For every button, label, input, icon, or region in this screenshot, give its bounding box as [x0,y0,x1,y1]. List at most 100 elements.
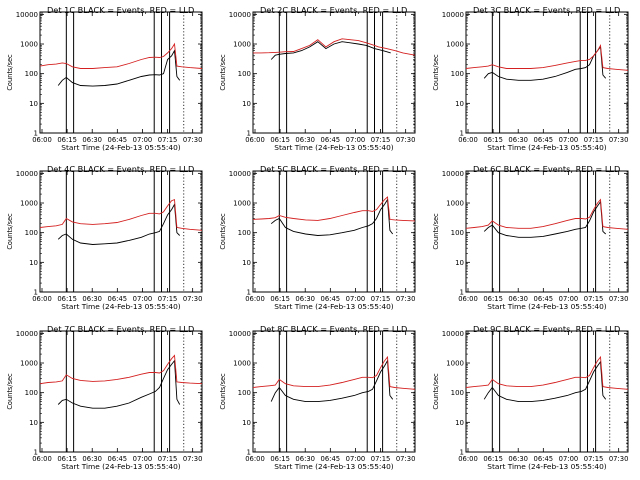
x-tick-label: 07:00 [346,295,366,303]
y-tick-label: 100 [25,229,38,237]
y-tick-label: 10000 [16,11,38,19]
plot-frame [252,330,416,453]
y-axis-label: Counts/sec [219,373,227,410]
x-tick-label: 07:30 [609,295,629,303]
x-tick-label: 06:30 [508,136,528,144]
panel-title: Det 5C BLACK = Events, RED = LLD [260,164,407,174]
y-tick-label: 1000 [20,200,38,208]
series-line-events [483,200,607,238]
x-axis-label: Start Time (24-Feb-13 05:55:40) [487,462,606,471]
y-tick-label: 100 [238,229,251,237]
panel-7: Det 7C BLACK = Events, RED = LLD 1 10 100 10… [6,324,203,471]
plot-frame [252,11,416,134]
series-line-lld [253,38,416,56]
y-tick-label: 1 [34,449,38,457]
y-tick-label: 1 [34,289,38,297]
series-line-lld [252,355,416,390]
x-tick-label: 06:30 [82,295,102,303]
y-axis-label: Counts/sec [432,373,440,410]
y-axis-label: Counts/sec [6,373,14,410]
y-tick-label: 1 [460,130,464,138]
y-tick-label: 100 [238,389,251,397]
series-line-events [57,202,181,245]
panel-2: Det 2C BLACK = Events, RED = LLD 1 10 100 10… [219,5,416,152]
series-line-events [57,359,181,409]
y-tick-label: 100 [451,70,464,78]
plot-frame [39,170,203,293]
y-tick-label: 1 [247,130,251,138]
y-tick-label: 10000 [16,170,38,178]
panel-title: Det 7C BLACK = Events, RED = LLD [47,324,194,334]
x-tick-label: 07:15 [584,136,604,144]
panel-title: Det 1C BLACK = Events, RED = LLD [47,5,194,15]
plot-frame [252,170,416,293]
x-tick-label: 06:15 [483,136,503,144]
y-tick-label: 10 [242,100,251,108]
series-line-events [270,41,391,60]
y-tick-label: 1 [247,449,251,457]
x-tick-label: 06:15 [483,455,503,463]
y-tick-label: 1000 [233,360,251,368]
y-tick-label: 1 [460,289,464,297]
panel-1: Det 1C BLACK = Events, RED = LLD 1 10 100 10… [6,5,203,152]
x-tick-label: 07:00 [559,455,579,463]
y-tick-label: 100 [25,70,38,78]
x-axis-label: Start Time (24-Feb-13 05:55:40) [487,302,606,311]
x-axis-label: Start Time (24-Feb-13 05:55:40) [274,462,393,471]
x-axis-label: Start Time (24-Feb-13 05:55:40) [61,143,180,152]
plot-frame [39,330,203,453]
plot-frame [465,11,629,134]
x-tick-label: 07:30 [183,136,203,144]
y-axis-label: Counts/sec [432,54,440,91]
x-tick-label: 07:00 [346,455,366,463]
x-tick-label: 07:00 [133,136,153,144]
x-tick-label: 07:30 [609,455,629,463]
x-tick-label: 06:00 [245,455,265,463]
x-tick-label: 06:45 [534,295,554,303]
y-tick-label: 10000 [16,330,38,338]
y-tick-label: 1000 [20,41,38,49]
x-tick-label: 06:45 [321,455,341,463]
y-tick-label: 1000 [446,360,464,368]
x-tick-label: 06:00 [458,455,478,463]
x-tick-label: 06:30 [508,455,528,463]
y-tick-label: 10000 [442,330,464,338]
panel-6: Det 6C BLACK = Events, RED = LLD 1 10 100 10… [432,164,629,311]
x-tick-label: 07:15 [584,455,604,463]
y-tick-label: 100 [238,70,251,78]
x-tick-label: 06:30 [508,295,528,303]
y-tick-label: 10 [455,100,464,108]
x-tick-label: 06:45 [321,136,341,144]
x-tick-label: 07:30 [183,455,203,463]
y-tick-label: 10 [29,419,38,427]
x-tick-label: 07:15 [584,295,604,303]
y-tick-label: 10 [455,419,464,427]
y-tick-label: 10000 [229,11,251,19]
x-tick-label: 06:00 [32,455,52,463]
plot-frame [465,330,629,453]
x-axis-label: Start Time (24-Feb-13 05:55:40) [61,462,180,471]
y-tick-label: 1000 [233,200,251,208]
y-tick-label: 10 [29,259,38,267]
series-line-lld [252,196,416,222]
panel-9: Det 9C BLACK = Events, RED = LLD 1 10 100 10… [432,324,629,471]
x-axis-label: Start Time (24-Feb-13 05:55:40) [61,302,180,311]
y-tick-label: 10 [242,419,251,427]
x-axis-label: Start Time (24-Feb-13 05:55:40) [274,302,393,311]
panel-title: Det 4C BLACK = Events, RED = LLD [47,164,194,174]
series-line-lld [465,198,629,230]
x-tick-label: 06:15 [270,295,290,303]
y-tick-label: 1 [460,449,464,457]
panel-4: Det 4C BLACK = Events, RED = LLD 1 10 100 10… [6,164,203,311]
y-axis-label: Counts/sec [219,213,227,250]
x-tick-label: 06:30 [295,455,315,463]
y-tick-label: 10000 [229,170,251,178]
panel-title: Det 8C BLACK = Events, RED = LLD [260,324,407,334]
x-tick-label: 06:00 [458,136,478,144]
x-tick-label: 07:30 [396,455,416,463]
y-tick-label: 1 [247,289,251,297]
panel-title: Det 3C BLACK = Events, RED = LLD [473,5,620,15]
x-tick-label: 07:30 [396,295,416,303]
x-tick-label: 06:15 [57,295,77,303]
series-line-lld [465,355,629,390]
